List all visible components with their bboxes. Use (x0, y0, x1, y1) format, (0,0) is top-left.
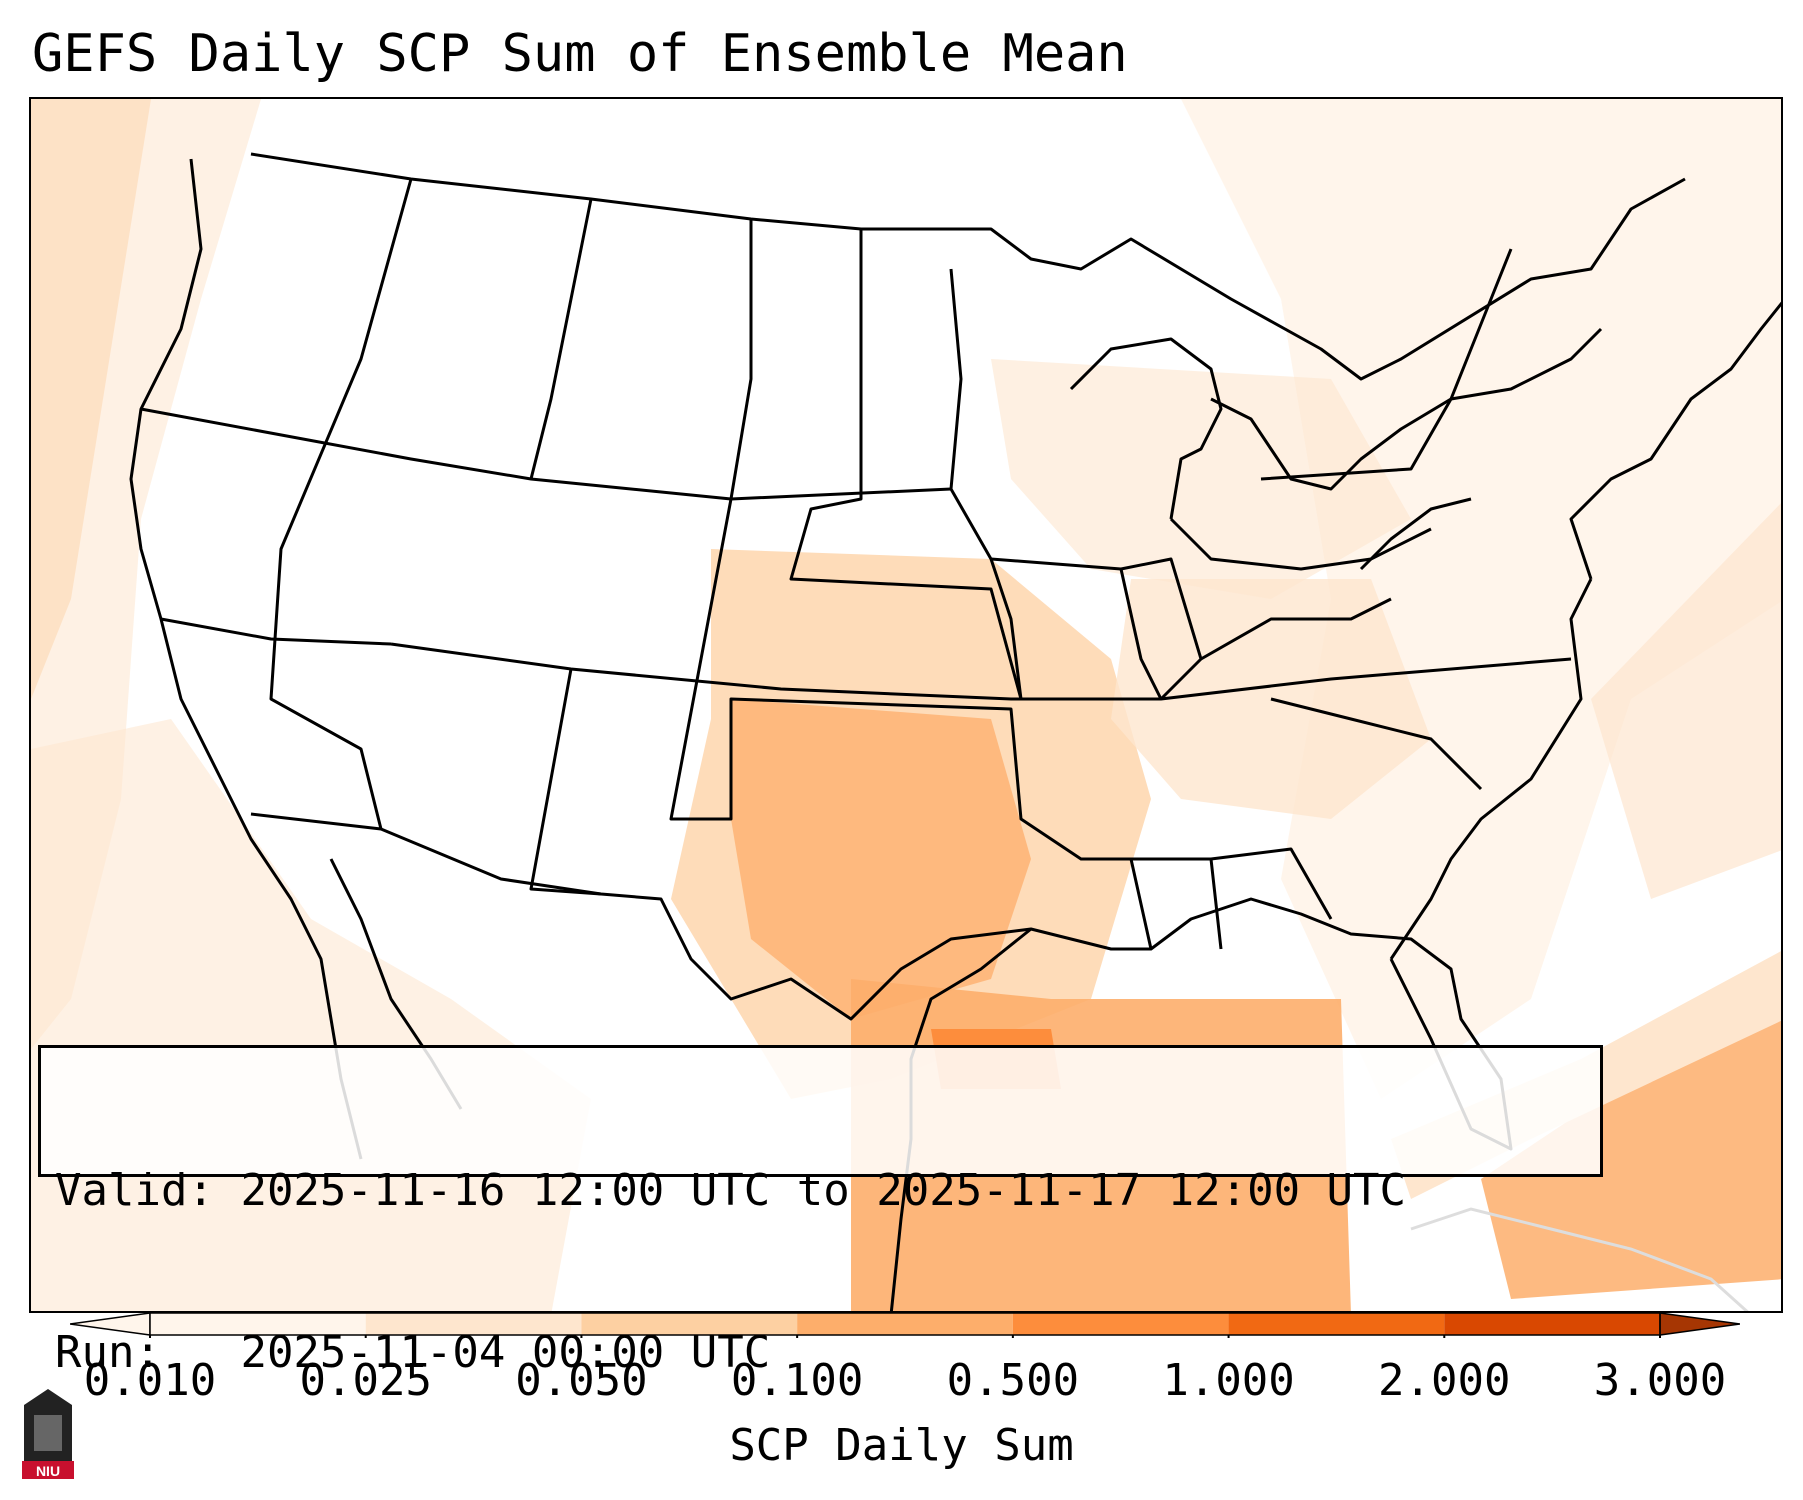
logo-text: NIU (36, 1463, 60, 1479)
colorbar (70, 1312, 1740, 1338)
colorbar-extend-low (70, 1312, 151, 1336)
valid-value: 2025-11-16 12:00 UTC to 2025-11-17 12:00… (240, 1165, 1407, 1216)
niu-logo: NIU (22, 1389, 74, 1479)
colorbar-tick-label: 0.100 (730, 1355, 864, 1406)
colorbar-segment (581, 1313, 798, 1335)
map-title: GEFS Daily SCP Sum of Ensemble Mean (32, 24, 1128, 84)
colorbar-tick-label: 0.050 (515, 1355, 648, 1406)
colorbar-tick-label: 1.000 (1162, 1355, 1295, 1406)
valid-run-info: Valid: 2025-11-16 12:00 UTC to 2025-11-1… (38, 1045, 1603, 1378)
colorbar-segment (1012, 1313, 1229, 1335)
state-boundaries (129, 152, 1781, 1311)
logo-tower (34, 1415, 62, 1451)
colorbar-tick-label: 3.000 (1593, 1355, 1727, 1406)
colorbar-tick-label: 0.500 (946, 1355, 1080, 1406)
colorbar-segment (1444, 1313, 1660, 1335)
cuba-outline (1410, 1207, 1749, 1311)
colorbar-tick-label: 0.025 (299, 1355, 432, 1406)
logo-banner (22, 1461, 74, 1479)
colorbar-outline (149, 1312, 1661, 1336)
colorbar-extend-high (1659, 1312, 1740, 1336)
colorbar-segment (365, 1313, 582, 1335)
colorbar-tick-label: 2.000 (1378, 1355, 1511, 1406)
colorbar-label: SCP Daily Sum (729, 1420, 1074, 1471)
colorbar-segment (1228, 1313, 1445, 1335)
valid-label: Valid: (55, 1165, 214, 1216)
colorbar-segment (797, 1313, 1013, 1335)
valid-row: Valid: 2025-11-16 12:00 UTC to 2025-11-1… (55, 1164, 1586, 1218)
colorbar-tick-label: 0.010 (83, 1355, 217, 1406)
colorbar-segment (150, 1313, 366, 1335)
run-label: Run: (55, 1327, 161, 1378)
